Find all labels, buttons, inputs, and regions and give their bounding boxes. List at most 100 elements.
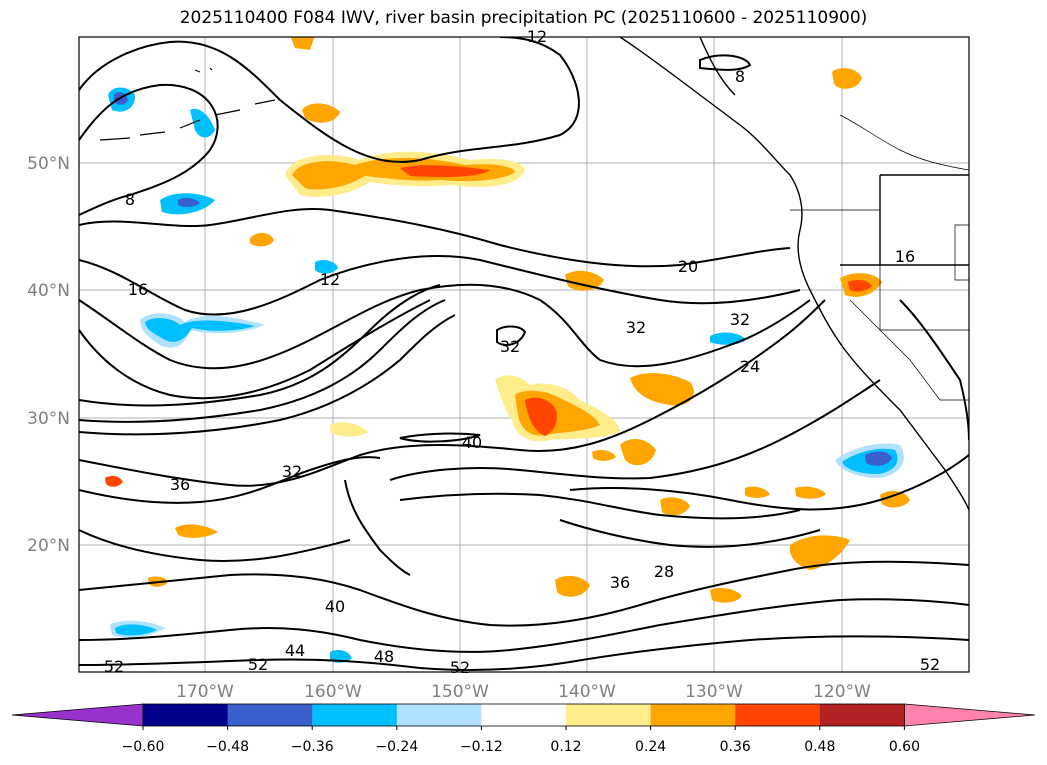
precip-blob <box>745 486 770 498</box>
colorbar-tick-label: −0.36 <box>291 739 334 755</box>
contour-line <box>79 37 580 163</box>
colorbar-segment <box>227 704 313 726</box>
lat-label: 30°N <box>27 409 70 429</box>
precip-blob <box>250 232 274 247</box>
contour-line <box>79 598 969 653</box>
contour-line <box>79 635 969 671</box>
precip-blob <box>710 588 742 603</box>
contour-line <box>399 492 801 520</box>
contour-line <box>79 255 801 316</box>
contour-line <box>79 284 441 407</box>
colorbar-tick-label: 0.60 <box>889 739 920 755</box>
contour-label: 44 <box>285 641 305 660</box>
colorbar-tick-label: −0.24 <box>375 739 418 755</box>
precip-blob <box>292 157 515 190</box>
contour-line <box>399 432 481 443</box>
state-boundaries <box>790 114 969 401</box>
colorbar-segment <box>566 704 652 726</box>
contour-line <box>79 299 826 487</box>
contour-label: 52 <box>248 655 268 674</box>
precip-blob <box>555 575 590 597</box>
colorbar-tick-label: 0.24 <box>635 739 666 755</box>
precip-anomaly-shading <box>105 37 910 663</box>
colorbar-segment <box>735 704 821 726</box>
precip-blob <box>865 451 892 466</box>
colorbar <box>11 703 1036 727</box>
colorbar-segment <box>650 704 736 726</box>
precip-blob <box>175 524 218 538</box>
contour-label: 16 <box>895 247 915 266</box>
precip-blob <box>525 397 557 436</box>
contour-label: 36 <box>610 573 630 592</box>
precip-blob <box>190 108 215 138</box>
precip-blob <box>302 103 340 123</box>
contour-line <box>79 456 381 504</box>
colorbar-tick-label: 0.36 <box>720 739 751 755</box>
contour-label: 32 <box>500 337 520 356</box>
contour-label: 24 <box>740 357 760 376</box>
colorbar-tick-label: −0.12 <box>460 739 503 755</box>
precip-blob <box>789 535 850 570</box>
contour-line <box>79 529 351 562</box>
colorbar-tick-label: −0.60 <box>122 739 165 755</box>
precip-blob <box>330 650 352 663</box>
iwv-contours <box>79 37 969 671</box>
precip-blob <box>630 373 694 406</box>
lon-label: 160°W <box>304 682 362 702</box>
contour-label: 52 <box>920 655 940 674</box>
precip-blob <box>145 318 255 342</box>
colorbar-segment <box>143 704 229 726</box>
precip-blob <box>115 624 157 636</box>
precip-blob <box>592 449 616 461</box>
contour-line <box>79 208 791 268</box>
colorbar-outline <box>142 703 905 727</box>
contour-line <box>559 519 821 548</box>
contour-line <box>79 314 456 436</box>
contour-label: 8 <box>125 190 135 209</box>
colorbar-tick-label: 0.48 <box>804 739 835 755</box>
contour-label: 40 <box>462 433 482 452</box>
colorbar-segment <box>396 704 482 726</box>
contour-label: 48 <box>374 647 394 666</box>
precip-blob <box>880 490 910 508</box>
colorbar-segment <box>481 704 567 726</box>
precip-blob <box>832 68 862 89</box>
colorbar-tick-label: −0.48 <box>206 739 249 755</box>
lat-label: 50°N <box>27 154 70 174</box>
precip-blob <box>620 438 656 466</box>
contour-label: 32 <box>282 462 302 481</box>
contour-label: 12 <box>527 27 547 46</box>
precip-blob <box>290 37 315 50</box>
precip-blob <box>330 422 368 437</box>
contour-label: 28 <box>654 562 674 581</box>
colorbar-extend-high <box>904 703 1036 727</box>
lon-label: 150°W <box>431 682 489 702</box>
contour-label: 8 <box>735 67 745 86</box>
precip-blob <box>795 486 826 499</box>
contour-line <box>496 325 527 346</box>
precip-blob <box>848 279 872 292</box>
contour-label: 36 <box>170 475 190 494</box>
contour-label: 16 <box>128 280 148 299</box>
contour-label: 12 <box>320 270 340 289</box>
lon-label: 120°W <box>813 682 871 702</box>
precip-blob <box>315 260 338 274</box>
colorbar-segment <box>312 704 398 726</box>
contour-line <box>79 83 219 216</box>
contour-label: 52 <box>104 657 124 676</box>
contour-line <box>79 560 969 627</box>
contour-label: 52 <box>450 658 470 677</box>
contour-line <box>344 479 411 576</box>
contour-line <box>699 54 752 71</box>
lat-label: 40°N <box>27 281 70 301</box>
lon-label: 140°W <box>558 682 616 702</box>
colorbar-tick-label: 0.12 <box>550 739 581 755</box>
precip-blob <box>400 165 490 178</box>
colorbar-extend-low <box>11 703 144 727</box>
contour-line <box>79 283 811 370</box>
contour-label: 32 <box>626 318 646 337</box>
contour-line <box>899 299 969 441</box>
map-border <box>78 36 970 673</box>
precip-blob <box>105 475 123 487</box>
